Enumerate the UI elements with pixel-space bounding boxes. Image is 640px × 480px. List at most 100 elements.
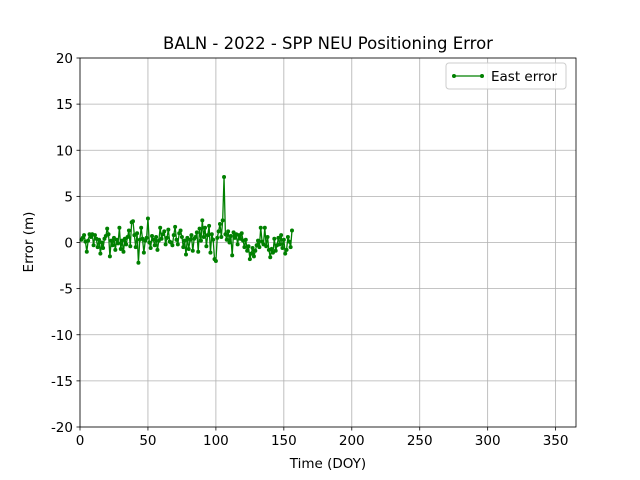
point [114, 237, 119, 242]
point [204, 244, 209, 249]
legend-marker [480, 74, 484, 78]
point [98, 251, 103, 256]
point [217, 222, 222, 227]
y-tick-label: 5 [64, 189, 73, 205]
point [239, 231, 244, 236]
point [222, 175, 227, 180]
point [133, 245, 138, 250]
y-tick-label: 0 [64, 236, 73, 252]
point [159, 236, 164, 241]
point [250, 246, 255, 251]
x-tick-label: 300 [475, 433, 501, 449]
point [117, 225, 122, 230]
point [110, 243, 115, 248]
point [208, 250, 213, 255]
point [243, 237, 248, 242]
point [228, 234, 233, 239]
point [226, 229, 231, 234]
point [139, 225, 144, 230]
point [125, 234, 130, 239]
point [113, 247, 118, 252]
point [141, 250, 146, 255]
point [171, 233, 176, 238]
point [219, 234, 224, 239]
point [86, 238, 91, 243]
point [258, 225, 263, 230]
point [284, 247, 289, 252]
point [203, 225, 208, 230]
point [106, 232, 111, 237]
point [230, 253, 235, 258]
point [197, 226, 202, 231]
series [79, 175, 294, 265]
point [227, 240, 232, 245]
point [155, 247, 160, 252]
point [247, 257, 252, 262]
x-tick-label: 200 [339, 433, 365, 449]
point [150, 234, 155, 239]
point [223, 232, 228, 237]
point [82, 233, 87, 238]
x-tick-label: 150 [271, 433, 297, 449]
point [269, 246, 274, 251]
point [189, 233, 194, 238]
point [92, 233, 97, 238]
point [287, 239, 292, 244]
point [232, 235, 237, 240]
point [249, 251, 254, 256]
point [121, 249, 126, 254]
point [205, 233, 210, 238]
point [84, 249, 89, 254]
point [196, 249, 201, 254]
point [105, 226, 110, 231]
point [209, 232, 214, 237]
point [166, 227, 171, 232]
point [251, 254, 256, 259]
point [201, 234, 206, 239]
point [246, 244, 251, 249]
point [152, 243, 157, 248]
point [256, 238, 261, 243]
point [281, 237, 286, 242]
point [188, 237, 193, 242]
point [273, 248, 278, 253]
point [257, 245, 262, 250]
x-tick-label: 50 [139, 433, 156, 449]
point [135, 231, 140, 236]
point [170, 243, 175, 248]
x-tick-label: 350 [543, 433, 569, 449]
point [183, 252, 188, 257]
point [91, 243, 96, 248]
point [163, 242, 168, 247]
point [215, 235, 220, 240]
x-tick-label: 100 [203, 433, 229, 449]
point [265, 234, 270, 239]
point [144, 235, 149, 240]
legend: East error [445, 62, 567, 90]
point [173, 224, 178, 229]
legend-box [445, 62, 567, 90]
y-tick-label: -20 [51, 420, 73, 436]
point [118, 246, 123, 251]
point [242, 245, 247, 250]
point [211, 237, 216, 242]
legend-marker [452, 74, 456, 78]
y-tick-label: 15 [56, 97, 73, 113]
point [245, 248, 250, 253]
point [136, 260, 141, 265]
point [101, 246, 106, 251]
y-tick-label: -5 [60, 282, 73, 298]
point [235, 242, 240, 247]
point [213, 258, 218, 263]
point [220, 218, 225, 223]
point [154, 234, 159, 239]
point [128, 244, 133, 249]
point [264, 244, 269, 249]
point [130, 219, 135, 224]
point [289, 228, 294, 233]
point [186, 246, 191, 251]
point [126, 228, 131, 233]
point [280, 246, 285, 251]
point [179, 234, 184, 239]
